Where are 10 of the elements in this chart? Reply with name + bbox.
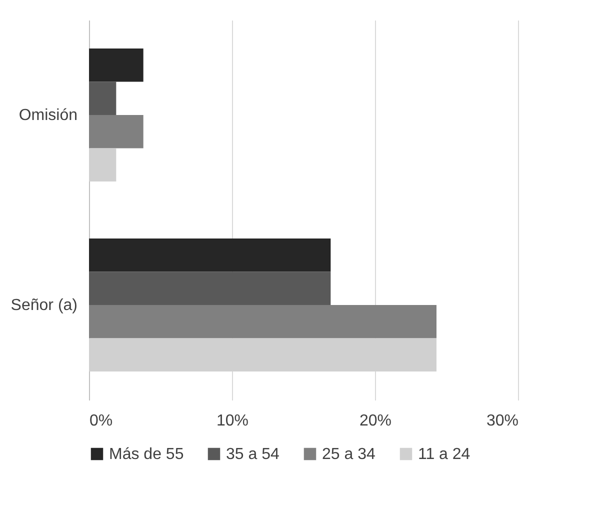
x-tick-label: 0% [90,412,113,430]
legend-label: 11 a 24 [418,446,470,463]
y-tick-label: Omisión [18,107,78,124]
x-tick-label: 20% [359,412,392,430]
x-tick-label: 30% [486,412,518,430]
legend-label: 35 a 54 [226,446,280,463]
legend-label: Más de 55 [109,446,184,463]
y-tick-label: Señor (a) [10,297,78,314]
legend-label: 25 a 34 [322,446,376,463]
x-tick-label: 10% [216,412,249,430]
